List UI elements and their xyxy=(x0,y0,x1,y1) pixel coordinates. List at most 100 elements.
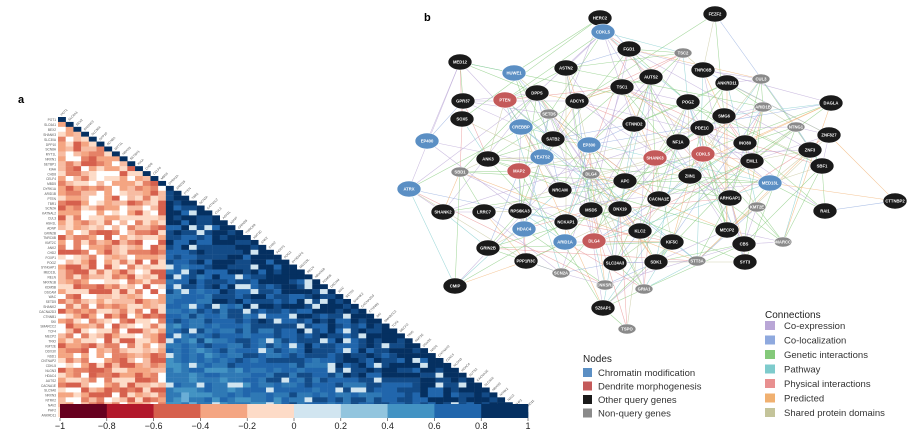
heatmap-cell xyxy=(150,284,159,290)
heatmap-cell xyxy=(65,269,74,275)
gene-column-label: SKI xyxy=(376,312,383,319)
network-edge xyxy=(782,149,811,243)
heatmap-cell xyxy=(142,215,151,221)
heatmap-cell xyxy=(96,298,105,305)
heatmap-cell xyxy=(319,328,328,334)
gene-column-label: CHD8 xyxy=(144,162,153,171)
heatmap-cell xyxy=(158,225,167,231)
heatmap-cell xyxy=(81,141,90,147)
heatmap-cell xyxy=(81,318,90,324)
heatmap-cell xyxy=(73,328,82,334)
heatmap-cell xyxy=(327,348,336,354)
heatmap-cell xyxy=(296,333,305,339)
heatmap-cell xyxy=(73,382,82,388)
heatmap-cell xyxy=(327,298,336,305)
heatmap-cell xyxy=(142,387,151,393)
heatmap-cell xyxy=(150,387,159,393)
network-edge xyxy=(723,115,728,231)
gene-row-label: DPP10 xyxy=(46,143,56,147)
heatmap-cell xyxy=(335,357,344,364)
heatmap-cell xyxy=(466,387,475,393)
heatmap-cell xyxy=(358,353,367,359)
heatmap-cell xyxy=(381,357,390,364)
heatmap-cell xyxy=(327,372,336,378)
heatmap-cell xyxy=(65,279,74,285)
heatmap-cell xyxy=(235,313,244,319)
heatmap-cell xyxy=(420,397,429,403)
heatmap-cell xyxy=(119,225,128,231)
heatmap-cell xyxy=(266,313,274,319)
heatmap-cell xyxy=(119,190,128,196)
heatmap-cell xyxy=(219,323,228,329)
heatmap-cell xyxy=(296,338,305,344)
heatmap-cell xyxy=(235,264,244,270)
heatmap-cell xyxy=(427,367,436,373)
heatmap-cell xyxy=(142,235,151,241)
heatmap-cell xyxy=(381,382,390,388)
heatmap-cell xyxy=(204,397,213,403)
heatmap-cell xyxy=(397,392,405,398)
heatmap-cell xyxy=(158,264,167,270)
heatmap-cell xyxy=(212,382,220,388)
heatmap-cell xyxy=(281,372,290,378)
heatmap-cell xyxy=(404,372,413,378)
heatmap-cell xyxy=(104,269,113,275)
heatmap-cell xyxy=(104,200,113,206)
heatmap-cell xyxy=(65,328,74,334)
heatmap-cell xyxy=(266,254,274,260)
connections-legend-label: Co-localization xyxy=(784,336,846,347)
heatmap-cell xyxy=(81,220,90,226)
heatmap-cell xyxy=(219,279,228,285)
heatmap-cell xyxy=(150,230,159,236)
network-node-label: TSC2 xyxy=(678,50,689,55)
heatmap-cell xyxy=(73,397,82,403)
heatmap-cell xyxy=(373,323,382,329)
heatmap-cell xyxy=(420,348,429,354)
heatmap-cell xyxy=(181,274,190,280)
heatmap-cell xyxy=(165,382,174,388)
heatmap-cell xyxy=(65,161,74,167)
heatmap-cell xyxy=(58,259,66,265)
heatmap-cell xyxy=(250,249,259,255)
network-edge xyxy=(687,101,823,167)
heatmap-cell xyxy=(242,367,251,373)
heatmap-cell xyxy=(65,249,74,255)
heatmap-cell xyxy=(142,171,151,177)
heatmap-cell xyxy=(111,298,120,305)
heatmap-cell xyxy=(81,259,90,265)
heatmap-cell xyxy=(81,298,90,305)
heatmap-cell xyxy=(81,205,90,211)
connections-legend-label: Co-expression xyxy=(784,321,845,332)
gene-row-label: CNTNAP2 xyxy=(41,359,56,363)
colorbar-tick-label: 0.4 xyxy=(381,421,394,429)
heatmap-cell xyxy=(219,264,228,270)
network-node xyxy=(731,235,757,253)
heatmap-cell xyxy=(119,176,128,182)
heatmap-cell xyxy=(296,357,305,364)
heatmap-cell xyxy=(289,333,298,339)
heatmap-cell xyxy=(366,372,375,378)
heatmap-cell xyxy=(242,298,251,305)
heatmap-cell xyxy=(412,367,421,373)
heatmap-cell xyxy=(81,397,90,403)
heatmap-cell xyxy=(119,289,128,295)
heatmap-cell xyxy=(73,308,82,314)
heatmap-cell xyxy=(96,151,105,157)
connections-legend-label: Predicted xyxy=(784,394,824,405)
heatmap-cell xyxy=(242,333,251,339)
heatmap-cell xyxy=(204,244,213,250)
heatmap-cell xyxy=(73,274,82,280)
heatmap-cell xyxy=(304,392,313,398)
heatmap-cell xyxy=(119,166,128,172)
heatmap-cell xyxy=(119,382,128,388)
heatmap-cell xyxy=(96,303,105,310)
gene-column-label: ANK2 xyxy=(260,236,269,245)
heatmap-cell xyxy=(250,348,259,354)
heatmap-cell xyxy=(81,294,90,300)
heatmap-cell xyxy=(219,397,228,403)
heatmap-cell xyxy=(212,244,220,250)
heatmap-cell xyxy=(350,397,359,403)
heatmap-cell xyxy=(150,333,159,339)
heatmap-cell xyxy=(381,328,390,334)
heatmap-cell xyxy=(327,397,336,403)
